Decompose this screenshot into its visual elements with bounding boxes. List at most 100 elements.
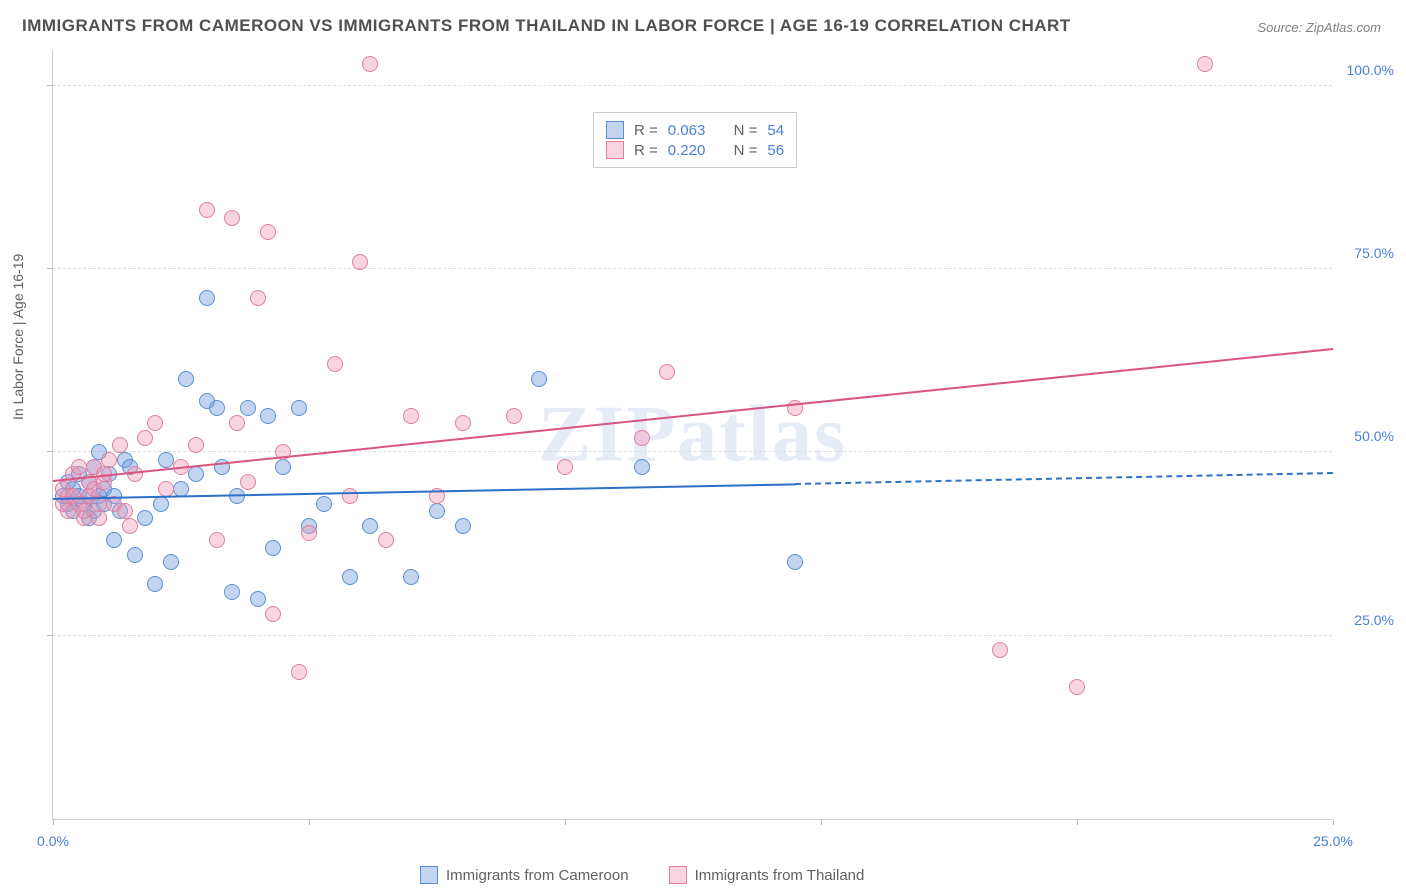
data-point bbox=[531, 371, 547, 387]
data-point bbox=[342, 569, 358, 585]
n-value: 56 bbox=[767, 142, 784, 159]
y-tick bbox=[47, 85, 53, 86]
correlation-legend: R = 0.063 N = 54 R = 0.220 N = 56 bbox=[593, 112, 797, 168]
data-point bbox=[557, 459, 573, 475]
data-point bbox=[240, 474, 256, 490]
legend-item-label: Immigrants from Thailand bbox=[695, 867, 865, 884]
source-label: Source: ZipAtlas.com bbox=[1257, 20, 1381, 35]
data-point bbox=[455, 518, 471, 534]
data-point bbox=[265, 606, 281, 622]
y-tick bbox=[47, 268, 53, 269]
x-tick bbox=[821, 819, 822, 825]
data-point bbox=[209, 532, 225, 548]
y-tick-label: 50.0% bbox=[1354, 428, 1394, 444]
x-tick bbox=[309, 819, 310, 825]
data-point bbox=[250, 591, 266, 607]
data-point bbox=[209, 400, 225, 416]
r-label: R = bbox=[634, 122, 658, 139]
data-point bbox=[291, 400, 307, 416]
n-label: N = bbox=[734, 122, 758, 139]
y-tick-label: 100.0% bbox=[1347, 62, 1394, 78]
data-point bbox=[158, 481, 174, 497]
data-point bbox=[291, 664, 307, 680]
data-point bbox=[188, 466, 204, 482]
legend-item: Immigrants from Thailand bbox=[669, 866, 865, 884]
data-point bbox=[342, 488, 358, 504]
x-tick-label: 0.0% bbox=[37, 833, 69, 849]
data-point bbox=[1197, 56, 1213, 72]
legend-swatch-icon bbox=[420, 866, 438, 884]
legend-row: R = 0.220 N = 56 bbox=[606, 141, 784, 159]
data-point bbox=[127, 466, 143, 482]
x-tick bbox=[1333, 819, 1334, 825]
x-tick bbox=[565, 819, 566, 825]
r-value: 0.063 bbox=[668, 122, 706, 139]
y-tick bbox=[47, 451, 53, 452]
data-point bbox=[429, 503, 445, 519]
x-tick bbox=[1077, 819, 1078, 825]
data-point bbox=[127, 547, 143, 563]
legend-item-label: Immigrants from Cameroon bbox=[446, 867, 629, 884]
data-point bbox=[992, 642, 1008, 658]
data-point bbox=[101, 452, 117, 468]
plot-area: ZIPatlas R = 0.063 N = 54 R = 0.220 N = … bbox=[52, 50, 1332, 820]
gridline bbox=[53, 451, 1332, 452]
gridline bbox=[53, 635, 1332, 636]
r-value: 0.220 bbox=[668, 142, 706, 159]
data-point bbox=[403, 569, 419, 585]
gridline bbox=[53, 268, 1332, 269]
data-point bbox=[634, 430, 650, 446]
data-point bbox=[506, 408, 522, 424]
n-value: 54 bbox=[767, 122, 784, 139]
y-tick-label: 25.0% bbox=[1354, 612, 1394, 628]
data-point bbox=[224, 210, 240, 226]
data-point bbox=[163, 554, 179, 570]
data-point bbox=[378, 532, 394, 548]
data-point bbox=[158, 452, 174, 468]
x-tick-label: 25.0% bbox=[1313, 833, 1353, 849]
data-point bbox=[229, 415, 245, 431]
data-point bbox=[659, 364, 675, 380]
data-point bbox=[137, 510, 153, 526]
data-point bbox=[153, 496, 169, 512]
chart-title: IMMIGRANTS FROM CAMEROON VS IMMIGRANTS F… bbox=[22, 16, 1071, 36]
data-point bbox=[147, 415, 163, 431]
data-point bbox=[787, 554, 803, 570]
y-axis-label: In Labor Force | Age 16-19 bbox=[10, 254, 26, 420]
data-point bbox=[316, 496, 332, 512]
data-point bbox=[112, 437, 128, 453]
data-point bbox=[634, 459, 650, 475]
y-tick-label: 75.0% bbox=[1354, 245, 1394, 261]
data-point bbox=[137, 430, 153, 446]
legend-row: R = 0.063 N = 54 bbox=[606, 121, 784, 139]
data-point bbox=[362, 56, 378, 72]
data-point bbox=[147, 576, 163, 592]
data-point bbox=[76, 503, 92, 519]
data-point bbox=[91, 510, 107, 526]
data-point bbox=[327, 356, 343, 372]
legend-swatch-icon bbox=[669, 866, 687, 884]
legend-swatch-icon bbox=[606, 121, 624, 139]
data-point bbox=[178, 371, 194, 387]
data-point bbox=[260, 224, 276, 240]
gridline bbox=[53, 85, 1332, 86]
data-point bbox=[71, 459, 87, 475]
trend-line bbox=[795, 472, 1333, 485]
legend-item: Immigrants from Cameroon bbox=[420, 866, 629, 884]
data-point bbox=[224, 584, 240, 600]
data-point bbox=[403, 408, 419, 424]
data-point bbox=[199, 290, 215, 306]
data-point bbox=[122, 518, 138, 534]
data-point bbox=[117, 503, 133, 519]
r-label: R = bbox=[634, 142, 658, 159]
chart-container: IMMIGRANTS FROM CAMEROON VS IMMIGRANTS F… bbox=[0, 0, 1406, 892]
data-point bbox=[275, 459, 291, 475]
data-point bbox=[260, 408, 276, 424]
data-point bbox=[301, 525, 317, 541]
y-tick bbox=[47, 635, 53, 636]
data-point bbox=[250, 290, 266, 306]
data-point bbox=[106, 532, 122, 548]
legend-swatch-icon bbox=[606, 141, 624, 159]
series-legend: Immigrants from Cameroon Immigrants from… bbox=[420, 866, 864, 884]
data-point bbox=[265, 540, 281, 556]
